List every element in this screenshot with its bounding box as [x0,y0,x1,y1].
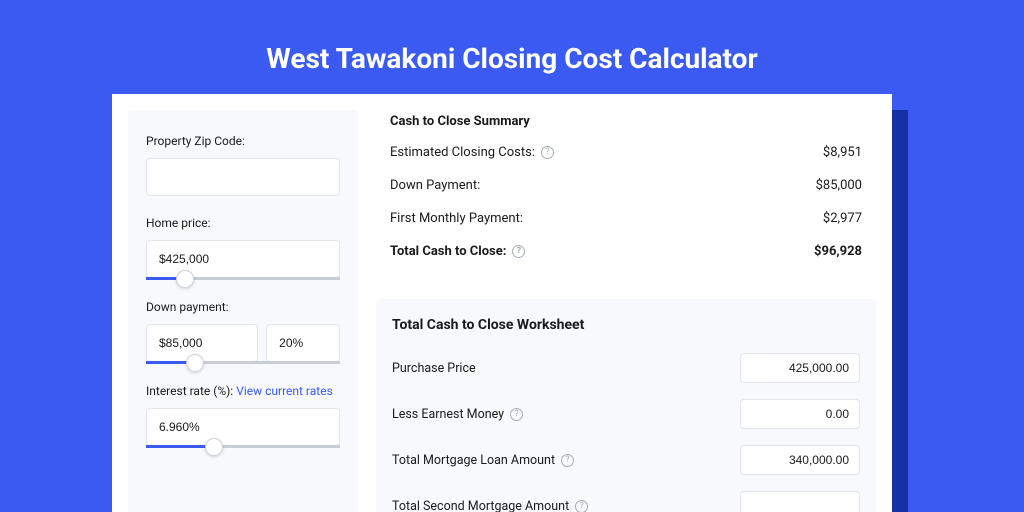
worksheet-card: Total Cash to Close Worksheet Purchase P… [376,299,876,512]
results-panel: Cash to Close Summary Estimated Closing … [376,110,876,512]
zip-group: Property Zip Code: [146,134,340,196]
summary-title: Cash to Close Summary [390,114,862,129]
down-payment-input[interactable] [146,324,258,362]
summary-total-value: $96,928 [814,244,862,259]
worksheet-row: Less Earnest Money ? [392,399,860,429]
summary-row-label: Estimated Closing Costs: [390,145,535,160]
worksheet-row-label: Purchase Price [392,361,476,376]
worksheet-row-label: Less Earnest Money [392,407,504,422]
interest-group: Interest rate (%): View current rates [146,384,340,448]
down-payment-group: Down payment: [146,300,340,364]
home-price-group: Home price: [146,216,340,280]
summary-row-value: $8,951 [823,145,862,160]
slider-thumb-icon[interactable] [186,354,204,372]
slider-thumb-icon[interactable] [205,438,223,456]
worksheet-row-input[interactable] [740,445,860,475]
help-icon[interactable]: ? [512,245,525,258]
zip-input[interactable] [146,158,340,196]
down-payment-label: Down payment: [146,300,340,314]
worksheet-row: Purchase Price [392,353,860,383]
summary-row: First Monthly Payment: $2,977 [390,211,862,226]
down-payment-pct-input[interactable] [266,324,340,362]
help-icon[interactable]: ? [510,408,523,421]
worksheet-row-label: Total Second Mortgage Amount [392,499,569,512]
summary-row: Down Payment: $85,000 [390,178,862,193]
worksheet-row-input[interactable] [740,399,860,429]
worksheet-row: Total Second Mortgage Amount ? [392,491,860,512]
calculator-card: Property Zip Code: Home price: Down paym… [112,94,892,512]
help-icon[interactable]: ? [541,146,554,159]
home-price-input[interactable] [146,240,340,278]
interest-slider[interactable] [146,445,340,448]
worksheet-title: Total Cash to Close Worksheet [392,317,860,333]
interest-input[interactable] [146,408,340,446]
summary-card: Cash to Close Summary Estimated Closing … [376,110,876,285]
worksheet-row: Total Mortgage Loan Amount ? [392,445,860,475]
page-title: West Tawakoni Closing Cost Calculator [0,0,1024,95]
home-price-label: Home price: [146,216,340,230]
summary-total-label: Total Cash to Close: [390,244,506,259]
summary-row-label: First Monthly Payment: [390,211,523,226]
home-price-slider[interactable] [146,277,340,280]
summary-row-value: $85,000 [816,178,862,193]
help-icon[interactable]: ? [561,454,574,467]
worksheet-row-input[interactable] [740,353,860,383]
help-icon[interactable]: ? [575,500,588,512]
summary-row: Estimated Closing Costs: ? $8,951 [390,145,862,160]
worksheet-row-label: Total Mortgage Loan Amount [392,453,555,468]
worksheet-row-input[interactable] [740,491,860,512]
interest-label-text: Interest rate (%): [146,384,233,398]
view-rates-link[interactable]: View current rates [236,384,333,398]
slider-thumb-icon[interactable] [176,270,194,288]
zip-label: Property Zip Code: [146,134,340,148]
interest-label: Interest rate (%): View current rates [146,384,340,398]
down-payment-slider[interactable] [146,361,340,364]
inputs-panel: Property Zip Code: Home price: Down paym… [128,110,358,512]
summary-row-label: Down Payment: [390,178,480,193]
summary-total-row: Total Cash to Close: ? $96,928 [390,244,862,259]
summary-row-value: $2,977 [823,211,862,226]
